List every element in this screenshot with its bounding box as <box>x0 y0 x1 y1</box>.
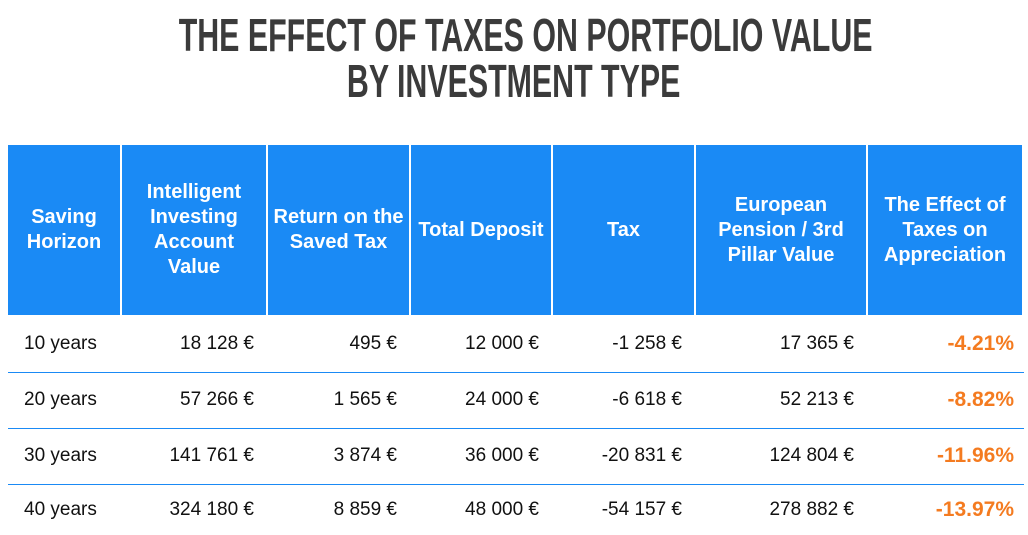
header-cell: European Pension / 3rd Pillar Value <box>696 145 866 315</box>
table-cell: 12 000 € <box>465 333 539 354</box>
table-cell: 18 128 € <box>180 333 254 354</box>
header-cell: Saving Horizon <box>8 145 120 315</box>
header-cell: Intelligent Investing Account Value <box>122 145 266 315</box>
table-cell: 495 € <box>349 333 397 354</box>
table-cell: 52 213 € <box>780 389 854 410</box>
table-cell: 48 000 € <box>465 498 539 520</box>
table-cell: -4.21% <box>947 332 1014 355</box>
table-cell: 141 761 € <box>169 445 254 466</box>
header-cell: Tax <box>553 145 694 315</box>
table-cell: 124 804 € <box>769 445 854 466</box>
table-cell: -8.82% <box>947 388 1014 411</box>
table-cell: -1 258 € <box>612 333 682 354</box>
title-text: THE EFFECT OF TAXES ON PORTFOLIO VALUE <box>178 9 873 61</box>
title-text: BY INVESTMENT TYPE <box>347 55 681 107</box>
table-cell: -54 157 € <box>601 498 682 520</box>
table-cell: 40 years <box>24 498 97 520</box>
table-cell: 3 874 € <box>333 445 397 466</box>
table-cell: 1 565 € <box>333 389 397 410</box>
table-cell: -13.97% <box>935 497 1014 521</box>
header-cell: Total Deposit <box>411 145 551 315</box>
table-cell: 10 years <box>24 333 97 354</box>
table-cell: 17 365 € <box>780 333 854 354</box>
table-cell: -6 618 € <box>612 389 682 410</box>
header-cell: The Effect of Taxes on Appreciation <box>868 145 1022 315</box>
header-cell: Return on the Saved Tax <box>268 145 409 315</box>
row-separator <box>8 372 1024 373</box>
table-cell: -11.96% <box>936 444 1014 467</box>
title-line: THE EFFECT OF TAXES ON PORTFOLIO VALUE <box>0 12 1028 58</box>
table-cell: 20 years <box>24 389 97 410</box>
table-cell: 278 882 € <box>769 498 854 520</box>
title-line: BY INVESTMENT TYPE <box>0 58 1028 104</box>
table-cell: -20 831 € <box>601 445 682 466</box>
table-cell: 30 years <box>24 445 97 466</box>
table-cell: 57 266 € <box>180 389 254 410</box>
row-separator <box>8 428 1024 429</box>
table-cell: 8 859 € <box>333 498 397 520</box>
table-cell: 24 000 € <box>465 389 539 410</box>
table-cell: 36 000 € <box>465 445 539 466</box>
table-cell: 324 180 € <box>169 498 254 520</box>
row-separator <box>8 484 1024 485</box>
